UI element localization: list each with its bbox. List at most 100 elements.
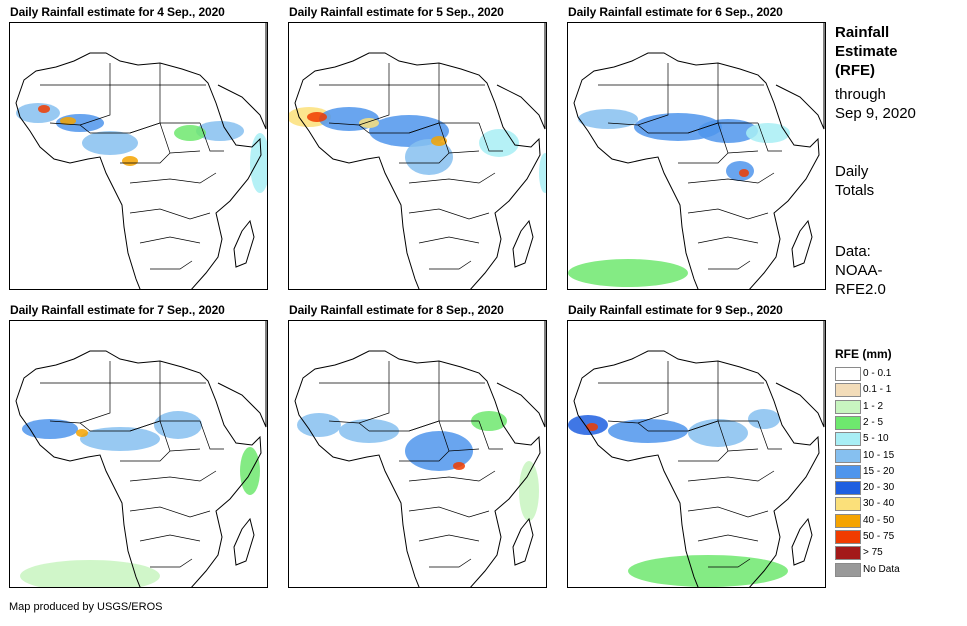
rainfall-area [154, 411, 202, 439]
legend-label: 10 - 15 [863, 449, 895, 461]
through-label: through [835, 86, 886, 103]
rainfall-map [9, 320, 268, 588]
country-border [637, 383, 669, 424]
legend-label: 0 - 0.1 [863, 368, 892, 379]
legend-swatch [835, 448, 861, 463]
legend-swatch [835, 497, 861, 512]
rainfall-area [122, 156, 138, 166]
country-border [598, 63, 669, 86]
rainfall-area [80, 427, 160, 451]
country-border [757, 420, 782, 450]
rainfall-area [519, 461, 539, 521]
africa-coastline [573, 52, 820, 289]
arabia-outline [496, 321, 546, 428]
country-border [358, 85, 390, 126]
country-border [369, 420, 479, 432]
rfe-title-line: Rainfall [835, 24, 890, 41]
rainfall-layer [568, 109, 790, 287]
rainfall-area [240, 447, 260, 495]
legend-label: 2 - 5 [863, 416, 884, 428]
map-panel-sep-9: Daily Rainfall estimate for 9 Sep., 2020 [567, 303, 826, 588]
rainfall-area [539, 153, 546, 193]
arabia-outline [496, 23, 546, 130]
map-panel-sep-4: Daily Rainfall estimate for 4 Sep., 2020 [9, 5, 268, 290]
rainfall-area [20, 560, 160, 587]
country-border [139, 236, 201, 244]
country-border [120, 450, 171, 462]
country-border [328, 122, 370, 134]
data-source-line: RFE2.0 [835, 281, 886, 298]
country-border [648, 420, 758, 432]
africa-map-svg [15, 321, 267, 587]
country-border [687, 470, 775, 482]
rfe-title-line: (RFE) [835, 62, 875, 79]
legend-swatch [835, 546, 861, 561]
rainfall-map [288, 320, 547, 588]
rainfall-map [567, 22, 826, 290]
country-border [110, 63, 161, 86]
rainfall-area [568, 259, 688, 287]
legend-label: > 75 [863, 547, 883, 559]
country-border [129, 172, 217, 184]
rainfall-map [9, 22, 268, 290]
country-border [637, 85, 669, 126]
africa-map-svg [294, 321, 546, 587]
country-border [708, 558, 751, 568]
rainfall-area [628, 555, 788, 587]
daily-totals-line: Daily [835, 163, 869, 180]
country-border [648, 122, 758, 134]
legend-swatch [835, 464, 861, 479]
country-border [678, 450, 729, 462]
country-border [429, 260, 472, 270]
africa-coastline [15, 350, 262, 587]
country-border [687, 172, 775, 184]
country-border [408, 506, 490, 518]
country-border [129, 506, 211, 518]
country-border [607, 420, 649, 432]
country-border [358, 383, 390, 424]
arabia-outline [217, 23, 267, 130]
country-border [110, 361, 161, 384]
map-title: Daily Rainfall estimate for 6 Sep., 2020 [568, 5, 783, 19]
country-border [49, 420, 91, 432]
legend-label: 50 - 75 [863, 531, 895, 542]
country-border [408, 172, 496, 184]
legend-swatch [835, 432, 861, 447]
country-border [697, 534, 759, 542]
rainfall-area [82, 131, 138, 155]
rainfall-layer [16, 103, 267, 193]
country-border [328, 420, 370, 432]
rfe-title-line: Estimate [835, 43, 898, 60]
legend-swatch [835, 415, 861, 430]
rainfall-area [38, 105, 50, 113]
country-border [418, 534, 480, 542]
country-border [150, 260, 193, 270]
rainfall-area [431, 136, 447, 146]
rainfall-layer [289, 107, 546, 193]
country-border [429, 558, 472, 568]
country-border [90, 122, 200, 134]
madagascar-outline [233, 219, 255, 268]
legend-label: 15 - 20 [863, 465, 895, 477]
legend-label: 40 - 50 [863, 514, 895, 526]
country-border [199, 420, 224, 450]
country-border [129, 208, 211, 220]
rainfall-area [307, 112, 327, 122]
arabia-outline [217, 321, 267, 428]
rainfall-area [22, 419, 78, 439]
arabia-outline [775, 321, 825, 428]
rainfall-area [746, 123, 790, 143]
map-panel-sep-6: Daily Rainfall estimate for 6 Sep., 2020 [567, 5, 826, 290]
legend-swatch [835, 367, 861, 381]
country-border [399, 152, 450, 164]
country-border [319, 361, 390, 384]
africa-map-svg [289, 23, 546, 289]
country-border [598, 361, 669, 384]
legend-swatch [835, 530, 861, 544]
rainfall-area [297, 413, 341, 437]
map-credit: Map produced by USGS/EROS [9, 601, 163, 613]
legend-swatch [835, 513, 861, 528]
country-border [478, 122, 503, 152]
rainfall-map [567, 320, 826, 588]
country-border [399, 450, 450, 462]
